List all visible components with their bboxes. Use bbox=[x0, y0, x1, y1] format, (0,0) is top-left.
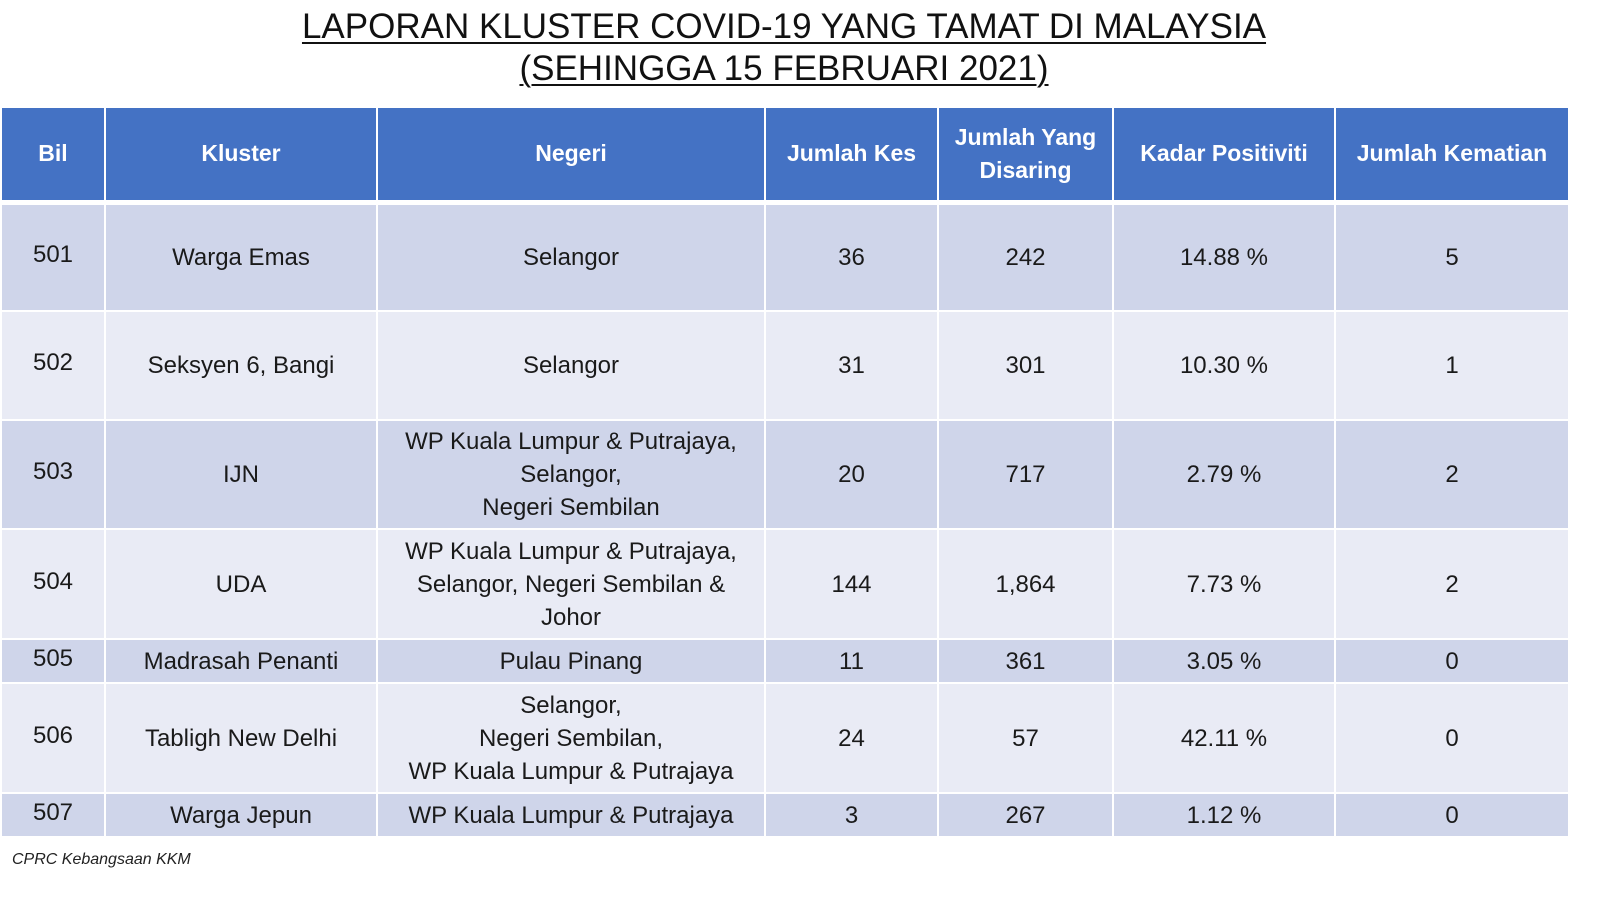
cell-bil-text: 504 bbox=[32, 567, 74, 595]
cell-jumlah-kes: 36 bbox=[764, 201, 939, 312]
cell-kluster: Seksyen 6, Bangi bbox=[104, 310, 378, 421]
cell-bil-text: 501 bbox=[32, 240, 74, 268]
cell-bil: 504 bbox=[0, 528, 106, 640]
cell-kadar-positiviti: 2.79 % bbox=[1112, 419, 1336, 530]
cell-negeri: Pulau Pinang bbox=[376, 638, 766, 684]
cell-jumlah-disaring: 361 bbox=[937, 638, 1114, 684]
table-row: 504 UDA WP Kuala Lumpur & Putrajaya, Sel… bbox=[0, 528, 1570, 640]
table-row: 505 Madrasah Penanti Pulau Pinang 11 361… bbox=[0, 638, 1570, 684]
cell-kluster: UDA bbox=[104, 528, 378, 640]
header-negeri: Negeri bbox=[376, 106, 766, 205]
cell-jumlah-kematian: 2 bbox=[1334, 528, 1570, 640]
header-kadar-positiviti: Kadar Positiviti bbox=[1112, 106, 1336, 205]
header-jumlah-kematian: Jumlah Kematian bbox=[1334, 106, 1570, 205]
cell-jumlah-kes: 20 bbox=[764, 419, 939, 530]
cell-bil-text: 507 bbox=[32, 798, 74, 826]
cell-kluster: Tabligh New Delhi bbox=[104, 682, 378, 794]
cell-jumlah-disaring: 57 bbox=[937, 682, 1114, 794]
table-row: 502 Seksyen 6, Bangi Selangor 31 301 10.… bbox=[0, 310, 1570, 421]
cell-kluster: Madrasah Penanti bbox=[104, 638, 378, 684]
cell-jumlah-kematian: 0 bbox=[1334, 792, 1570, 838]
cell-bil-text: 502 bbox=[32, 349, 74, 376]
cell-bil-text: 505 bbox=[32, 644, 74, 672]
table-header-row: Bil Kluster Negeri Jumlah Kes Jumlah Yan… bbox=[0, 106, 1570, 205]
table-row: 501 Warga Emas Selangor 36 242 14.88 % 5 bbox=[0, 201, 1570, 312]
cell-jumlah-disaring: 1,864 bbox=[937, 528, 1114, 640]
cell-jumlah-kes: 31 bbox=[764, 310, 939, 421]
cell-negeri: Selangor bbox=[376, 201, 766, 312]
cell-bil-text: 503 bbox=[32, 458, 74, 485]
table-row: 506 Tabligh New Delhi Selangor, Negeri S… bbox=[0, 682, 1570, 794]
cell-negeri: WP Kuala Lumpur & Putrajaya, Selangor, N… bbox=[376, 528, 766, 640]
cell-jumlah-disaring: 267 bbox=[937, 792, 1114, 838]
cell-jumlah-kes: 11 bbox=[764, 638, 939, 684]
header-jumlah-disaring: Jumlah Yang Disaring bbox=[937, 106, 1114, 205]
cell-kadar-positiviti: 10.30 % bbox=[1112, 310, 1336, 421]
cell-jumlah-kematian: 0 bbox=[1334, 638, 1570, 684]
cell-jumlah-kematian: 2 bbox=[1334, 419, 1570, 530]
cell-jumlah-kes: 24 bbox=[764, 682, 939, 794]
cell-jumlah-disaring: 301 bbox=[937, 310, 1114, 421]
cell-negeri: Selangor, Negeri Sembilan, WP Kuala Lump… bbox=[376, 682, 766, 794]
header-jumlah-kes: Jumlah Kes bbox=[764, 106, 939, 205]
cell-bil: 506 bbox=[0, 682, 106, 794]
header-bil: Bil bbox=[0, 106, 106, 205]
cell-kadar-positiviti: 1.12 % bbox=[1112, 792, 1336, 838]
cell-kadar-positiviti: 3.05 % bbox=[1112, 638, 1336, 684]
report-title: LAPORAN KLUSTER COVID-19 YANG TAMAT DI M… bbox=[0, 6, 1568, 90]
cell-jumlah-disaring: 242 bbox=[937, 201, 1114, 312]
cluster-table-container: Bil Kluster Negeri Jumlah Kes Jumlah Yan… bbox=[0, 106, 1570, 838]
cell-jumlah-disaring: 717 bbox=[937, 419, 1114, 530]
cell-negeri: WP Kuala Lumpur & Putrajaya bbox=[376, 792, 766, 838]
cell-jumlah-kes: 144 bbox=[764, 528, 939, 640]
cell-bil: 503 bbox=[0, 419, 106, 530]
cell-negeri: WP Kuala Lumpur & Putrajaya, Selangor, N… bbox=[376, 419, 766, 530]
cell-bil-text: 506 bbox=[32, 721, 74, 749]
cell-jumlah-kes: 3 bbox=[764, 792, 939, 838]
cell-bil: 502 bbox=[0, 310, 106, 421]
cell-kadar-positiviti: 42.11 % bbox=[1112, 682, 1336, 794]
source-footer: CPRC Kebangsaan KKM bbox=[12, 851, 191, 868]
cluster-table: Bil Kluster Negeri Jumlah Kes Jumlah Yan… bbox=[0, 106, 1570, 838]
table-row: 503 IJN WP Kuala Lumpur & Putrajaya, Sel… bbox=[0, 419, 1570, 530]
cell-kluster: Warga Emas bbox=[104, 201, 378, 312]
cell-kadar-positiviti: 7.73 % bbox=[1112, 528, 1336, 640]
cell-bil: 507 bbox=[0, 792, 106, 838]
cell-jumlah-kematian: 0 bbox=[1334, 682, 1570, 794]
cell-jumlah-kematian: 1 bbox=[1334, 310, 1570, 421]
title-line-1: LAPORAN KLUSTER COVID-19 YANG TAMAT DI M… bbox=[301, 7, 1267, 46]
header-kluster: Kluster bbox=[104, 106, 378, 205]
cell-kadar-positiviti: 14.88 % bbox=[1112, 201, 1336, 312]
cell-kluster: Warga Jepun bbox=[104, 792, 378, 838]
table-row: 507 Warga Jepun WP Kuala Lumpur & Putraj… bbox=[0, 792, 1570, 838]
cell-bil: 501 bbox=[0, 201, 106, 312]
title-line-2: (SEHINGGA 15 FEBRUARI 2021) bbox=[519, 49, 1049, 88]
cell-jumlah-kematian: 5 bbox=[1334, 201, 1570, 312]
cell-kluster: IJN bbox=[104, 419, 378, 530]
cell-negeri: Selangor bbox=[376, 310, 766, 421]
cell-bil: 505 bbox=[0, 638, 106, 684]
